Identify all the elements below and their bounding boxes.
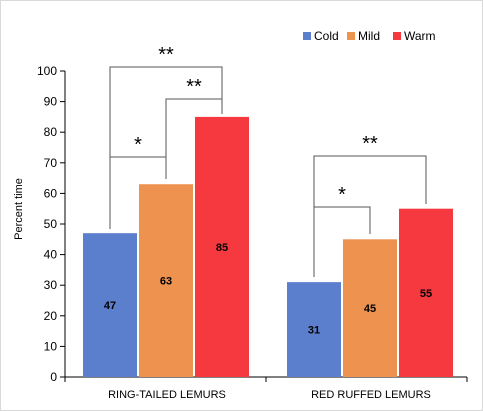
legend-label-cold: Cold [314,29,339,43]
data-label: 55 [420,288,432,300]
y-tick-label: 90 [44,95,58,109]
y-tick-label: 40 [44,248,58,262]
data-label: 45 [364,303,376,315]
legend-swatch-cold [303,32,311,40]
bar-mild [343,239,397,377]
y-tick-label: 10 [44,339,58,353]
y-tick-label: 50 [44,217,58,231]
significance-marker: ** [186,76,202,98]
legend-swatch-mild [347,32,355,40]
y-tick-label: 100 [37,64,57,78]
y-axis-title: Percent time [13,178,25,240]
significance-bracket [109,66,223,229]
data-label: 47 [104,300,116,312]
data-label: 85 [216,242,228,254]
y-tick-label: 60 [44,186,58,200]
data-label: 31 [308,325,320,337]
legend-label-warm: Warm [404,29,436,43]
y-tick-label: 80 [44,125,58,139]
bar-cold [287,282,341,377]
y-tick-label: 0 [50,370,57,384]
x-category-label: RING-TAILED LEMURS [108,389,226,401]
bar-warm [195,116,249,378]
significance-marker: * [134,134,142,156]
legend-label-mild: Mild [358,29,380,43]
y-tick-label: 30 [44,278,58,292]
significance-marker: * [338,184,346,206]
data-label: 63 [160,276,172,288]
y-tick-label: 70 [44,156,58,170]
significance-bracket [313,155,427,277]
bar-warm [399,208,453,377]
bar-cold [83,233,137,377]
y-tick-label: 20 [44,309,58,323]
significance-marker: ** [158,44,174,66]
legend-swatch-warm [393,32,401,40]
significance-marker: ** [362,133,378,155]
bar-mild [139,184,193,377]
x-category-label: RED RUFFED LEMURS [311,389,431,401]
